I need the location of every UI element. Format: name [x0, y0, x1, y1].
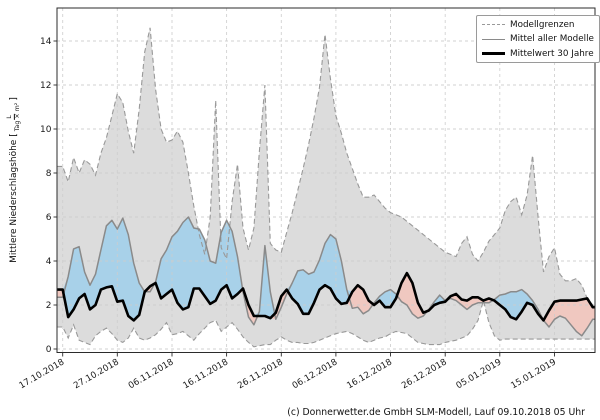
svg-text:26.11.2018: 26.11.2018: [236, 357, 285, 391]
svg-text:17.10.2018: 17.10.2018: [18, 357, 67, 391]
svg-text:2: 2: [46, 301, 52, 311]
y-axis-ticks: 0 2 4 6 8 10 12 14: [40, 37, 57, 355]
svg-text:15.01.2019: 15.01.2019: [509, 357, 558, 391]
climate-mean-line: [57, 271, 595, 322]
plot-frame: [56, 7, 596, 353]
model-upper-bound-line: [57, 27, 595, 306]
svg-text:16.12.2018: 16.12.2018: [345, 357, 394, 391]
black-line-swatch: [482, 52, 505, 55]
svg-text:16.11.2018: 16.11.2018: [181, 357, 230, 391]
copyright-footer: (c) Donnerwetter.de GmbH SLM-Modell, Lau…: [287, 407, 585, 418]
legend-item-mittel-aller-modelle: Mittel aller Modelle: [482, 34, 594, 45]
svg-text:6: 6: [46, 213, 52, 223]
gray-line-swatch: [482, 38, 505, 40]
svg-text:26.12.2018: 26.12.2018: [400, 357, 449, 391]
model-lower-bound-line: [57, 298, 595, 348]
svg-text:12: 12: [40, 81, 51, 91]
svg-text:27.10.2018: 27.10.2018: [72, 357, 121, 391]
svg-text:14: 14: [40, 37, 52, 47]
svg-text:8: 8: [46, 169, 52, 179]
model-mean-line: [57, 216, 595, 337]
y-axis-label: Mittlere Niederschlagshöhe [L Tag × m²]: [6, 97, 21, 263]
y-axis-label-bracket: ]: [9, 97, 19, 101]
y-axis-unit-fraction: L Tag × m²: [6, 102, 21, 132]
x-axis-ticks: 17.10.2018 27.10.2018 06.11.2018 16.11.2018…: [18, 352, 558, 391]
svg-text:4: 4: [46, 257, 52, 267]
legend: Modellgrenzen Mittel aller Modelle Mitte…: [476, 15, 600, 63]
svg-text:06.11.2018: 06.11.2018: [127, 357, 176, 391]
legend-item-modellgrenzen: Modellgrenzen: [482, 19, 594, 30]
y-axis-label-text: Mittlere Niederschlagshöhe [: [9, 133, 19, 263]
legend-label: Mittel aller Modelle: [510, 34, 594, 44]
legend-label: Modellgrenzen: [510, 19, 575, 30]
svg-text:06.12.2018: 06.12.2018: [291, 357, 340, 391]
legend-label: Mittelwert 30 Jahre: [510, 48, 594, 59]
svg-text:0: 0: [46, 345, 52, 355]
svg-text:10: 10: [40, 125, 52, 135]
dashed-line-swatch: [482, 24, 505, 25]
svg-text:05.01.2019: 05.01.2019: [455, 357, 504, 391]
legend-item-mittelwert-30-jahre: Mittelwert 30 Jahre: [482, 48, 594, 59]
unit-denominator: Tag × m²: [13, 102, 21, 132]
